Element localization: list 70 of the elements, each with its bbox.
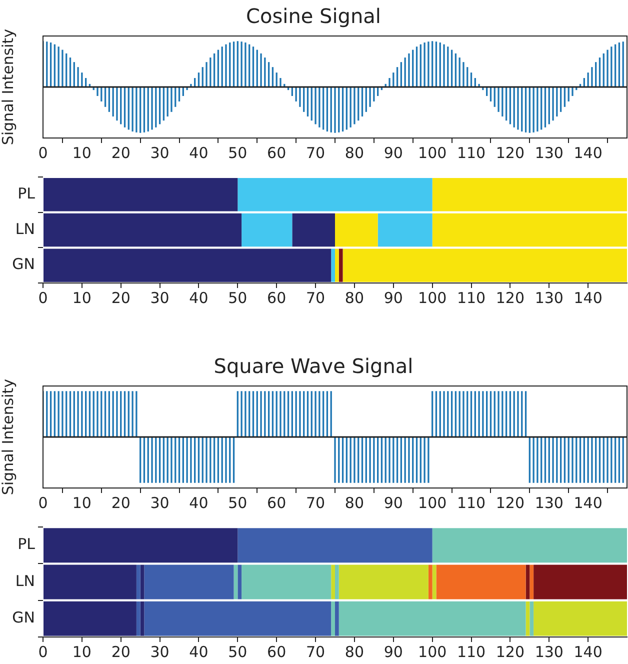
x-tick-label: 40: [189, 494, 208, 512]
x-tick-label: 20: [111, 144, 130, 162]
x-tick-label: 0: [38, 494, 48, 512]
x-tick-label: 80: [344, 494, 364, 512]
x-tick-label: 20: [111, 642, 130, 661]
chart-title: Square Wave Signal: [214, 354, 414, 378]
x-tick-label: 50: [228, 494, 248, 512]
x-tick-label: 70: [306, 288, 326, 307]
x-tick-label: 50: [228, 288, 248, 307]
x-tick-label: 40: [189, 288, 208, 307]
x-tick-label: 140: [574, 288, 602, 307]
x-tick-label: 10: [72, 494, 92, 512]
x-tick-label: 140: [574, 642, 602, 661]
y-tick-label: GN: [12, 255, 35, 274]
x-tick-label: 110: [456, 642, 486, 661]
chart-title: Cosine Signal: [246, 4, 381, 28]
x-tick-label: 60: [267, 288, 286, 307]
x-tick-label: 0: [38, 642, 48, 661]
x-tick-label: 90: [384, 642, 403, 661]
x-tick-label: 130: [534, 144, 564, 162]
x-tick-label: 0: [38, 144, 48, 162]
x-tick-label: 110: [456, 288, 486, 307]
x-tick-label: 0: [38, 288, 48, 307]
y-tick-label: GN: [12, 608, 35, 627]
x-tick-label: 10: [72, 288, 92, 307]
x-tick-label: 100: [418, 288, 447, 307]
x-tick-label: 20: [111, 494, 130, 512]
x-tick-label: 110: [456, 144, 486, 162]
x-tick-label: 60: [267, 642, 286, 661]
x-tick-label: 100: [418, 144, 447, 162]
x-tick-label: 130: [534, 288, 564, 307]
x-tick-label: 30: [150, 288, 170, 307]
x-tick-label: 20: [111, 288, 130, 307]
x-tick-label: 90: [384, 494, 403, 512]
x-tick-label: 120: [496, 494, 525, 512]
x-tick-label: 80: [344, 642, 364, 661]
y-tick-label: PL: [18, 535, 36, 554]
x-tick-label: 100: [418, 494, 447, 512]
x-tick-label: 30: [150, 144, 170, 162]
x-tick-label: 80: [344, 288, 364, 307]
x-tick-label: 30: [150, 494, 170, 512]
y-tick-label: PL: [18, 184, 36, 203]
x-tick-label: 10: [72, 144, 92, 162]
x-tick-label: 140: [574, 144, 602, 162]
x-tick-label: 30: [150, 642, 170, 661]
x-tick-label: 100: [418, 642, 447, 661]
x-tick-label: 110: [456, 494, 486, 512]
x-tick-label: 70: [306, 144, 326, 162]
x-tick-label: 50: [228, 642, 248, 661]
y-axis-title: Signal Intensity: [0, 378, 17, 496]
x-tick-label: 70: [306, 494, 326, 512]
x-tick-label: 120: [496, 144, 525, 162]
y-tick-label: LN: [15, 220, 35, 238]
y-tick-label: LN: [15, 572, 35, 590]
x-tick-label: 40: [189, 144, 208, 162]
x-tick-label: 120: [496, 642, 525, 661]
x-tick-label: 120: [496, 288, 525, 307]
x-tick-label: 90: [384, 144, 403, 162]
x-tick-label: 70: [306, 642, 326, 661]
x-tick-label: 130: [534, 494, 564, 512]
x-tick-label: 60: [267, 494, 286, 512]
x-tick-label: 80: [344, 144, 364, 162]
x-tick-label: 50: [228, 144, 248, 162]
x-tick-label: 140: [574, 494, 602, 512]
x-tick-label: 10: [72, 642, 92, 661]
x-tick-label: 130: [534, 642, 564, 661]
x-tick-label: 90: [384, 288, 403, 307]
y-axis-title: Signal Intensity: [0, 28, 17, 146]
x-tick-label: 60: [267, 144, 286, 162]
x-tick-label: 40: [189, 642, 208, 661]
